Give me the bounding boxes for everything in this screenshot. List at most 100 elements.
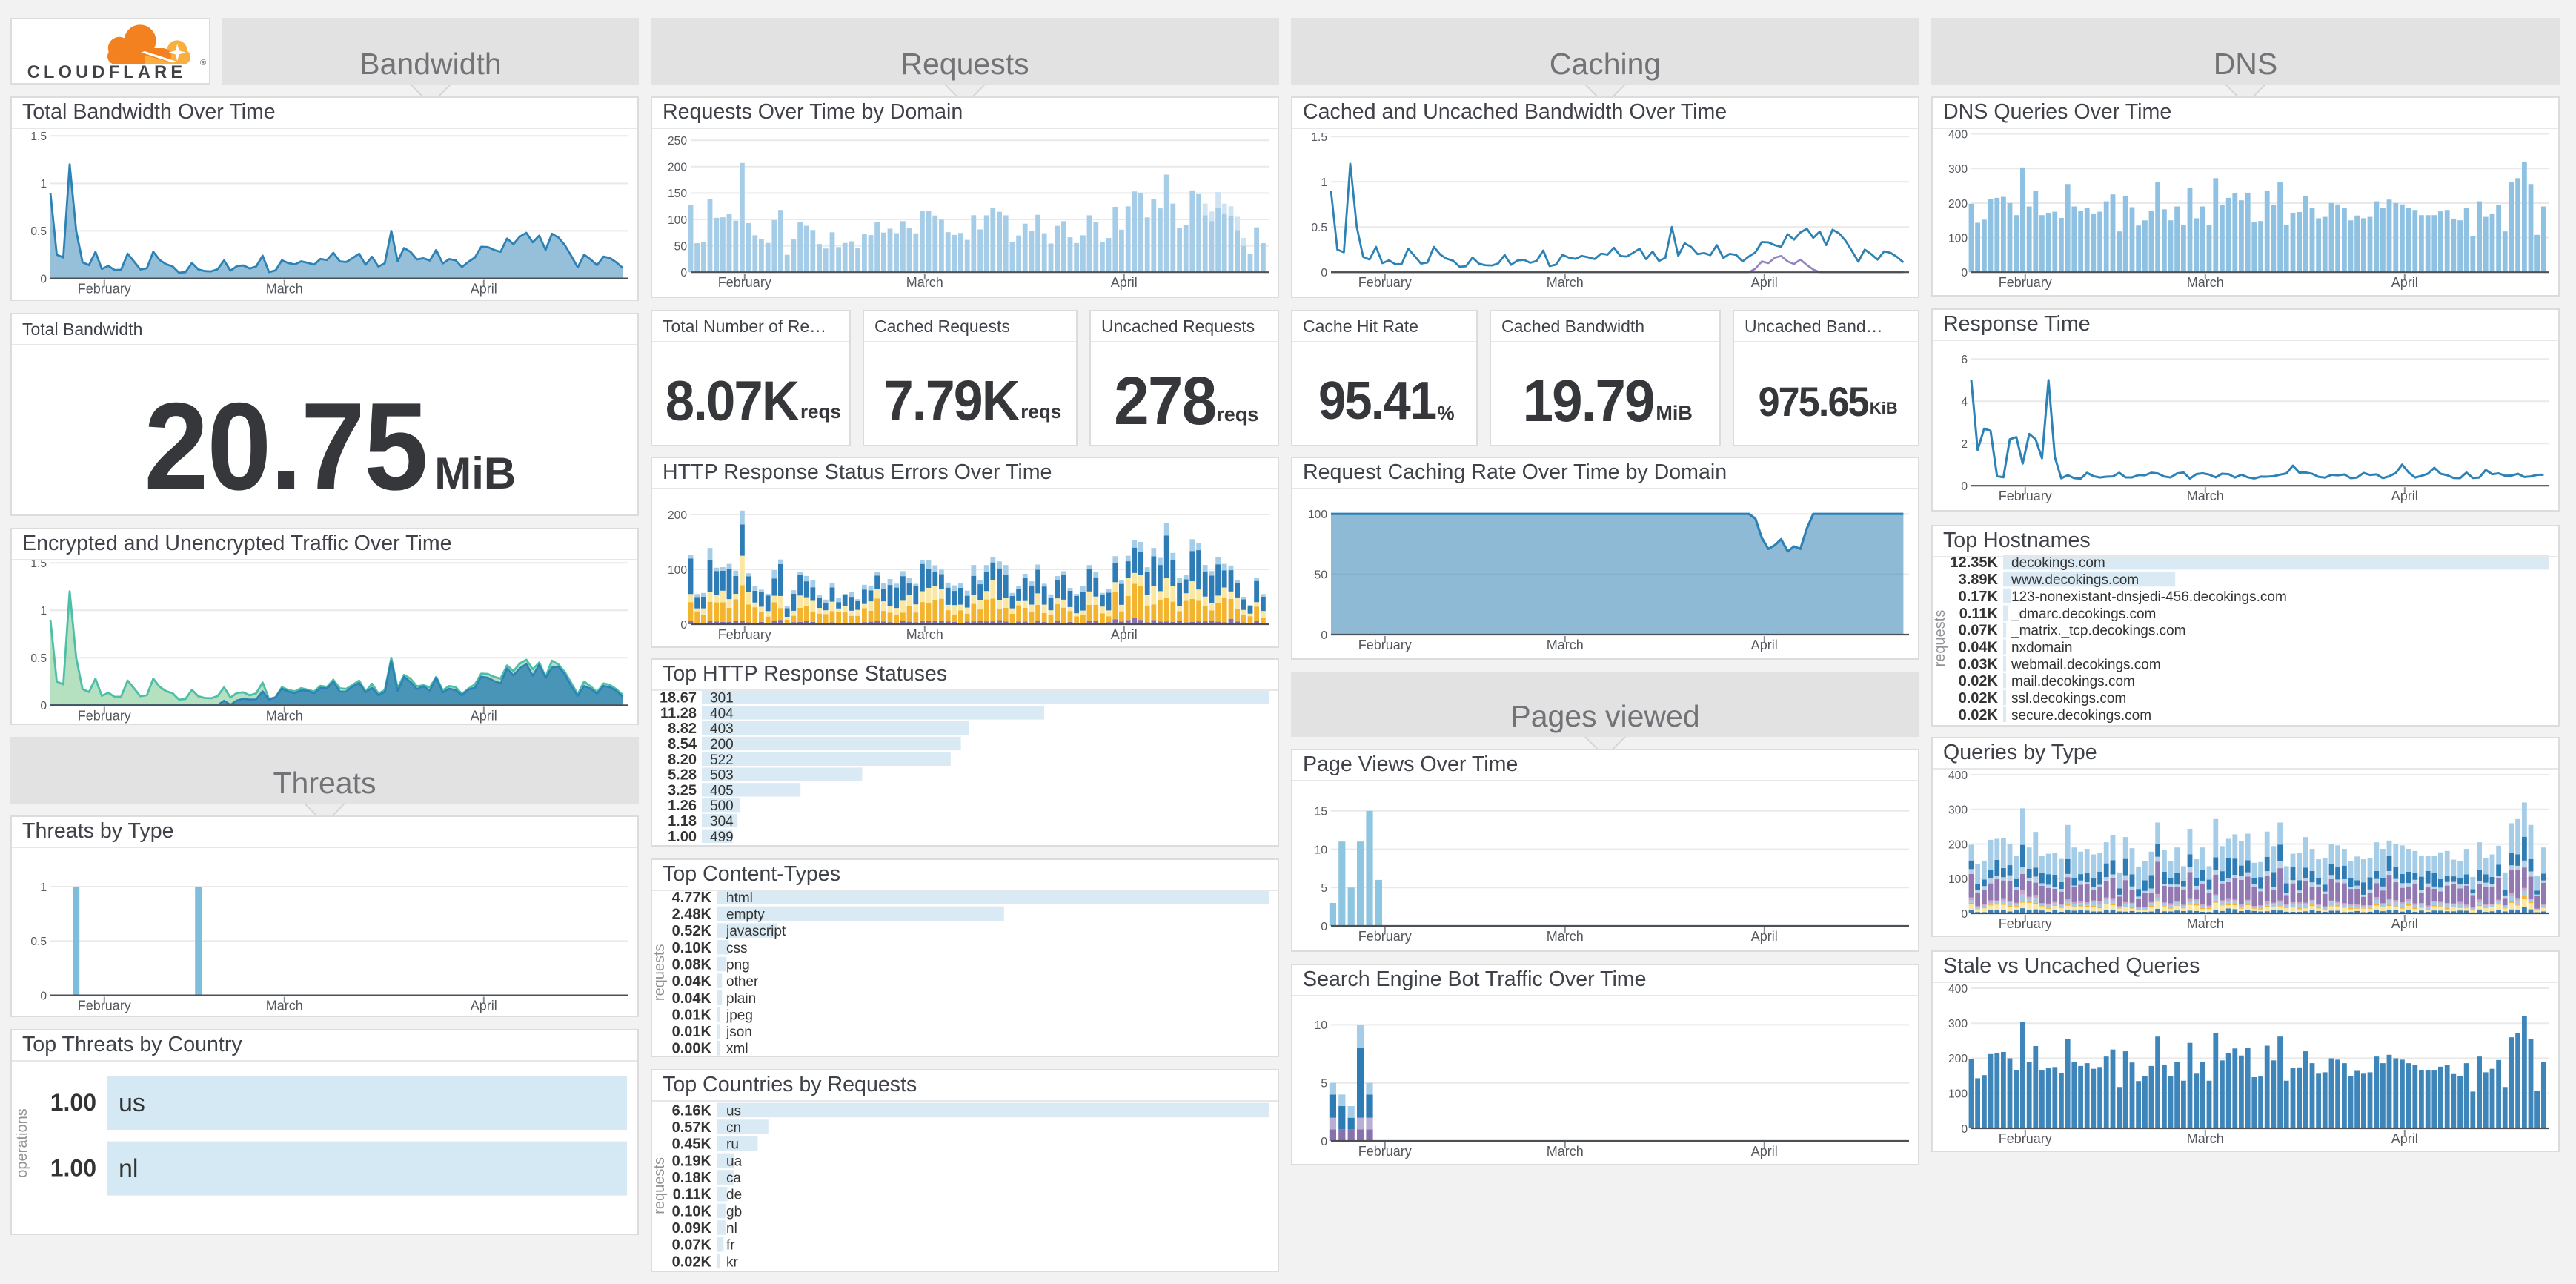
svg-text:0: 0 <box>1321 921 1327 933</box>
svg-text:nl: nl <box>119 1155 138 1183</box>
svg-text:mail.decokings.com: mail.decokings.com <box>2011 674 2135 689</box>
svg-text:us: us <box>726 1103 741 1119</box>
svg-text:0: 0 <box>1961 267 1968 279</box>
svg-text:CLOUDFLARE: CLOUDFLARE <box>27 63 187 82</box>
svg-text:ssl.decokings.com: ssl.decokings.com <box>2011 691 2126 706</box>
svg-text:200: 200 <box>1948 838 1968 851</box>
svg-text:0.17K: 0.17K <box>1959 589 1999 605</box>
svg-text:11.28: 11.28 <box>660 705 697 721</box>
svg-text:2: 2 <box>1961 438 1968 451</box>
svg-text:0.04K: 0.04K <box>1959 640 1999 656</box>
svg-text:0.45K: 0.45K <box>672 1136 712 1153</box>
svg-text:12.35K: 12.35K <box>1951 555 1999 571</box>
svg-text:0: 0 <box>1321 267 1327 279</box>
svg-text:1.00: 1.00 <box>50 1155 96 1182</box>
svg-text:1: 1 <box>40 881 47 894</box>
svg-text:March: March <box>1547 638 1584 652</box>
svg-text:100: 100 <box>1948 873 1968 886</box>
svg-text:nl: nl <box>726 1221 737 1237</box>
svg-text:April: April <box>1751 1144 1778 1159</box>
svg-text:April: April <box>1751 275 1778 290</box>
svg-text:2.48K: 2.48K <box>672 906 712 922</box>
svg-text:4: 4 <box>1961 396 1968 408</box>
svg-text:1.00: 1.00 <box>668 829 697 845</box>
svg-text:0.52K: 0.52K <box>672 923 712 939</box>
svg-text:100: 100 <box>1948 1088 1968 1100</box>
svg-text:0.5: 0.5 <box>30 652 47 665</box>
svg-text:503: 503 <box>710 768 734 784</box>
svg-text:8.20: 8.20 <box>668 752 697 768</box>
svg-text:March: March <box>2187 916 2224 931</box>
svg-text:decokings.com: decokings.com <box>2011 555 2105 571</box>
svg-text:200: 200 <box>1948 198 1968 211</box>
svg-text:March: March <box>266 999 303 1013</box>
svg-text:400: 400 <box>1948 770 1968 782</box>
svg-text:April: April <box>1751 929 1778 944</box>
svg-text:0.10K: 0.10K <box>672 940 712 956</box>
svg-text:123-nonexistant-dnsjedi-456.de: 123-nonexistant-dnsjedi-456.decokings.co… <box>2011 589 2287 605</box>
svg-text:html: html <box>726 890 753 906</box>
svg-text:0.01K: 0.01K <box>672 1024 712 1040</box>
svg-text:6: 6 <box>1961 354 1968 366</box>
svg-text:301: 301 <box>710 691 734 706</box>
svg-text:April: April <box>471 282 497 297</box>
svg-text:February: February <box>78 282 131 297</box>
svg-text:empty: empty <box>726 907 765 922</box>
svg-text:requests: requests <box>652 944 668 1001</box>
svg-text:0.11K: 0.11K <box>673 1187 712 1203</box>
svg-text:400: 400 <box>1948 983 1968 996</box>
svg-text:522: 522 <box>710 752 734 768</box>
svg-text:3.89K: 3.89K <box>1959 572 1999 588</box>
svg-text:100: 100 <box>668 564 687 577</box>
svg-text:_matrix._tcp.decokings.com: _matrix._tcp.decokings.com <box>2011 623 2186 639</box>
svg-text:®: ® <box>200 59 206 67</box>
svg-text:8.54: 8.54 <box>668 736 697 752</box>
svg-text:200: 200 <box>668 162 687 174</box>
svg-text:200: 200 <box>710 737 734 752</box>
svg-text:0: 0 <box>40 700 47 712</box>
svg-text:0.02K: 0.02K <box>672 1254 712 1270</box>
svg-text:4.77K: 4.77K <box>672 890 712 906</box>
svg-text:0.5: 0.5 <box>30 225 47 238</box>
svg-text:ua: ua <box>726 1154 743 1169</box>
svg-text:0: 0 <box>1321 629 1327 642</box>
svg-text:403: 403 <box>710 721 734 737</box>
svg-text:0.04K: 0.04K <box>672 973 712 990</box>
svg-text:February: February <box>78 999 131 1013</box>
svg-text:1.18: 1.18 <box>668 813 697 830</box>
svg-text:100: 100 <box>1308 509 1327 521</box>
svg-text:10: 10 <box>1315 1019 1328 1032</box>
svg-text:April: April <box>471 999 497 1013</box>
svg-text:0.07K: 0.07K <box>1959 623 1999 639</box>
svg-text:www.decokings.com: www.decokings.com <box>2011 572 2139 588</box>
svg-text:xml: xml <box>726 1042 748 1056</box>
svg-text:0: 0 <box>40 990 47 1002</box>
svg-text:April: April <box>2391 275 2418 290</box>
svg-text:0.57K: 0.57K <box>672 1119 712 1136</box>
svg-text:150: 150 <box>668 188 687 200</box>
svg-text:0.10K: 0.10K <box>672 1203 712 1220</box>
svg-text:February: February <box>1999 489 2052 503</box>
svg-text:plain: plain <box>726 991 756 1007</box>
svg-text:0: 0 <box>680 267 687 279</box>
svg-text:0.02K: 0.02K <box>1959 673 1999 689</box>
svg-text:0.04K: 0.04K <box>672 990 712 1007</box>
svg-text:0.5: 0.5 <box>1311 222 1327 234</box>
svg-text:0: 0 <box>1961 480 1968 493</box>
svg-text:1.00: 1.00 <box>50 1089 96 1116</box>
svg-text:March: March <box>1547 275 1584 290</box>
svg-text:February: February <box>718 275 771 290</box>
svg-text:100: 100 <box>1948 232 1968 245</box>
svg-text:requests: requests <box>652 1157 668 1214</box>
svg-text:304: 304 <box>710 814 734 830</box>
svg-text:405: 405 <box>710 783 734 798</box>
svg-text:fr: fr <box>726 1238 735 1254</box>
svg-text:1: 1 <box>40 605 47 618</box>
svg-text:other: other <box>726 974 759 990</box>
svg-text:0: 0 <box>40 273 47 285</box>
svg-text:0.02K: 0.02K <box>1959 707 1999 724</box>
svg-text:3.25: 3.25 <box>668 782 697 798</box>
svg-text:json: json <box>726 1025 752 1040</box>
svg-text:February: February <box>1999 916 2052 931</box>
svg-text:cn: cn <box>726 1120 741 1136</box>
